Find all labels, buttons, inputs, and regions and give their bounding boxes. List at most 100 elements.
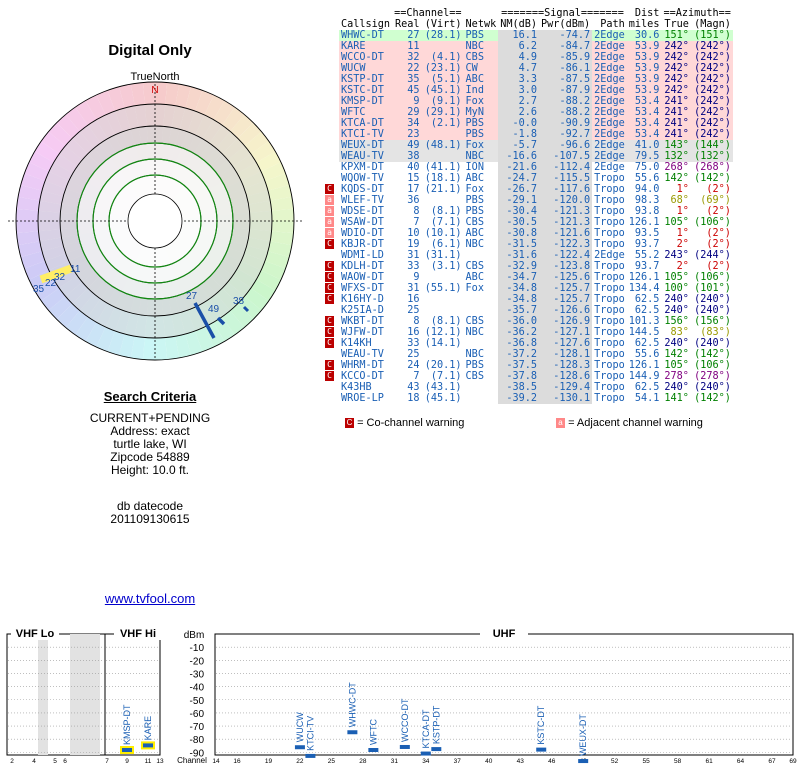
cell-nm: -34.8 — [498, 294, 540, 305]
table-row[interactable]: C WHRM-DT 24 (20.1) PBS -37.5 -128.3 Tropo 126.1… — [325, 360, 733, 371]
section-label-bg — [11, 627, 59, 640]
table-row[interactable]: KSTP-DT 35 (5.1) ABC 3.3 -87.5 2Edge 53.9 242° (2… — [325, 74, 733, 85]
table-row[interactable]: WUCW 22 (23.1) CW 4.7 -86.1 2Edge 53.9 242° (242°… — [325, 63, 733, 74]
vhf-hi-tick: 13 — [156, 758, 164, 765]
table-row[interactable]: WROE-LP 18 (45.1) -39.2 -130.1 Tropo 54.1 141° (… — [325, 393, 733, 404]
table-row[interactable]: C WJFW-DT 16 (12.1) NBC -36.2 -127.1 Tropo 144.5… — [325, 327, 733, 338]
cell-path: Tropo — [594, 371, 625, 382]
cell-callsign[interactable]: WSAW-DT — [341, 217, 384, 228]
cell-callsign[interactable]: WCCO-DT — [341, 52, 384, 63]
table-row[interactable]: a WSAW-DT 7 (7.1) CBS -30.5 -121.3 Tropo 126.1 10… — [325, 217, 733, 228]
cell-callsign[interactable]: KSTC-DT — [341, 85, 384, 96]
table-row[interactable]: KARE 11 NBC 6.2 -84.7 2Edge 53.9 242° (242°) — [325, 41, 733, 52]
table-row[interactable]: a WLEF-TV 36 PBS -29.1 -120.0 Tropo 98.3 68° (69°… — [325, 195, 733, 206]
cell-true: 268° — [664, 162, 689, 173]
station-bar-ktci-tv[interactable]: KTCI-TV — [305, 716, 316, 758]
cell-callsign[interactable]: WAOW-DT — [341, 272, 384, 283]
cell-callsign[interactable]: KARE — [341, 41, 366, 52]
station-bar-whwc-dt[interactable]: WHWC-DT — [347, 682, 358, 735]
cell-callsign[interactable]: WEUX-DT — [341, 140, 384, 151]
table-row[interactable]: WCCO-DT 32 (4.1) CBS 4.9 -85.9 2Edge 53.9 242° (2… — [325, 52, 733, 63]
table-row[interactable]: C KBJR-DT 19 (6.1) NBC -31.5 -122.3 Tropo 93.7 2°… — [325, 239, 733, 250]
table-row[interactable]: KTCI-TV 23 PBS -1.8 -92.7 2Edge 53.4 241° (242°) — [325, 129, 733, 140]
cell-path: Tropo — [594, 316, 625, 327]
group-header-row: ==Channel== =======Signal======= Dist ==… — [325, 8, 733, 19]
table-row[interactable]: C WFXS-DT 31 (55.1) Fox -34.8 -125.7 Tropo 134.4… — [325, 283, 733, 294]
table-row[interactable]: KPXM-DT 40 (41.1) ION -21.6 -112.4 2Edge 75.0 26… — [325, 162, 733, 173]
cell-callsign[interactable]: KBJR-DT — [341, 239, 384, 250]
station-bar-ktca-dt[interactable]: KTCA-DT — [420, 709, 431, 756]
table-row[interactable]: WDMI-LD 31 (31.1) -31.6 -122.4 2Edge 55.2 243° (… — [325, 250, 733, 261]
cell-callsign[interactable]: KCCO-DT — [341, 371, 384, 382]
cell-callsign[interactable]: KTCI-TV — [341, 129, 384, 140]
cell-nm: 6.2 — [498, 41, 540, 52]
cell-callsign[interactable]: WQOW-TV — [341, 173, 384, 184]
table-row[interactable]: C K16HY-D 16 -34.8 -125.7 Tropo 62.5 240° (240°) — [325, 294, 733, 305]
table-row[interactable]: K25IA-D 25 -35.7 -126.6 Tropo 62.5 240° (240°) — [325, 305, 733, 316]
cell-callsign[interactable]: KTCA-DT — [341, 118, 384, 129]
cell-callsign[interactable]: WDMI-LD — [341, 250, 384, 261]
cell-callsign[interactable]: KPXM-DT — [341, 162, 384, 173]
cell-path: Tropo — [594, 294, 625, 305]
station-bar-weux-dt[interactable]: WEUX-DT — [578, 714, 589, 764]
station-bar-kmsp-dt[interactable]: KMSP-DT — [120, 704, 134, 755]
table-row[interactable]: KTCA-DT 34 (2.1) PBS -0.0 -90.9 2Edge 53.4 241° (… — [325, 118, 733, 129]
cell-callsign[interactable]: WHRM-DT — [341, 360, 384, 371]
table-row[interactable]: C KDLH-DT 33 (3.1) CBS -32.9 -123.8 Tropo 93.7 2°… — [325, 261, 733, 272]
cell-callsign[interactable]: WDSE-DT — [341, 206, 384, 217]
vhf-hi-tick: 7 — [105, 758, 109, 765]
cell-callsign[interactable]: K25IA-D — [341, 305, 384, 316]
cell-callsign[interactable]: WJFW-DT — [341, 327, 384, 338]
cell-callsign[interactable]: WROE-LP — [341, 393, 384, 404]
cell-pwr: -87.9 — [539, 85, 593, 96]
cell-callsign[interactable]: WUCW — [341, 63, 366, 74]
cell-callsign[interactable]: K16HY-D — [341, 294, 384, 305]
table-row[interactable]: WEAU-TV 38 NBC -16.6 -107.5 2Edge 79.5 132° (132… — [325, 151, 733, 162]
cell-callsign[interactable]: K14KH — [341, 338, 372, 349]
cell-callsign[interactable]: KDLH-DT — [341, 261, 384, 272]
station-bar-wftc[interactable]: WFTC — [368, 719, 379, 753]
table-row[interactable]: C KCCO-DT 7 (7.1) CBS -37.8 -128.6 Tropo 144.9 27… — [325, 371, 733, 382]
cell-nm: -5.7 — [498, 140, 540, 151]
table-row[interactable]: K43HB 43 (43.1) -38.5 -129.4 Tropo 62.5 240° (24… — [325, 382, 733, 393]
cell-callsign[interactable]: WEAU-TV — [341, 349, 384, 360]
table-row[interactable]: C K14KH 33 (14.1) -36.8 -127.6 Tropo 62.5 240° (2… — [325, 338, 733, 349]
table-row[interactable]: WHWC-DT 27 (28.1) PBS 16.1 -74.7 2Edge 30.6 151°… — [325, 30, 733, 41]
table-row[interactable]: a WDSE-DT 8 (8.1) PBS -30.4 -121.3 Tropo 93.8 1° (… — [325, 206, 733, 217]
tvfool-link[interactable]: www.tvfool.com — [104, 591, 196, 606]
cell-true: 241° — [664, 107, 689, 118]
cell-callsign[interactable]: KMSP-DT — [341, 96, 384, 107]
table-row[interactable]: WEUX-DT 49 (48.1) Fox -5.7 -96.6 2Edge 41.0 143°… — [325, 140, 733, 151]
cell-callsign[interactable]: KSTP-DT — [341, 74, 384, 85]
table-row[interactable]: C WKBT-DT 8 (8.1) CBS -36.0 -126.9 Tropo 101.3 15… — [325, 316, 733, 327]
table-row[interactable]: WEAU-TV 25 NBC -37.2 -128.1 Tropo 55.6 142° (142… — [325, 349, 733, 360]
table-row[interactable]: KMSP-DT 9 (9.1) Fox 2.7 -88.2 2Edge 53.4 241° (24… — [325, 96, 733, 107]
table-row[interactable]: WQOW-TV 15 (18.1) ABC -24.7 -115.5 Tropo 55.6 14… — [325, 173, 733, 184]
table-row[interactable]: KSTC-DT 45 (45.1) Ind 3.0 -87.9 2Edge 53.9 242° (… — [325, 85, 733, 96]
cell-path: Tropo — [594, 195, 625, 206]
cell-callsign[interactable]: WFTC — [341, 107, 366, 118]
table-row[interactable]: C KQDS-DT 17 (21.1) Fox -26.7 -117.6 Tropo 94.0 1… — [325, 184, 733, 195]
cell-callsign[interactable]: WKBT-DT — [341, 316, 384, 327]
station-bar-label: KTCA-DT — [421, 709, 431, 748]
table-row[interactable]: a WDIO-DT 10 (10.1) ABC -30.8 -121.6 Tropo 93.5 1… — [325, 228, 733, 239]
station-bar-kstc-dt[interactable]: KSTC-DT — [536, 705, 547, 752]
cell-callsign[interactable]: KQDS-DT — [341, 184, 384, 195]
uhf-tick: 19 — [265, 758, 273, 765]
station-bar-kare[interactable]: KARE — [141, 716, 155, 750]
station-bar-wcco-dt[interactable]: WCCO-DT — [399, 698, 410, 749]
station-bar-wucw[interactable]: WUCW — [294, 712, 305, 750]
cell-callsign[interactable]: WLEF-TV — [341, 195, 384, 206]
warning-cell: a — [325, 195, 339, 206]
table-row[interactable]: C WAOW-DT 9 ABC -34.7 -125.6 Tropo 126.1 105° (10… — [325, 272, 733, 283]
cell-callsign[interactable]: WDIO-DT — [341, 228, 384, 239]
signal-level-mark — [578, 759, 589, 764]
cell-nm: 3.3 — [498, 74, 540, 85]
cell-callsign[interactable]: WHWC-DT — [341, 30, 384, 41]
cell-net: PBS — [465, 129, 484, 140]
cell-callsign[interactable]: WEAU-TV — [341, 151, 384, 162]
cell-callsign[interactable]: K43HB — [341, 382, 372, 393]
cell-callsign[interactable]: WFXS-DT — [341, 283, 384, 294]
table-row[interactable]: WFTC 29 (29.1) MyN 2.6 -88.2 2Edge 53.4 241° (242… — [325, 107, 733, 118]
station-bar-kstp-dt[interactable]: KSTP-DT — [431, 705, 442, 752]
